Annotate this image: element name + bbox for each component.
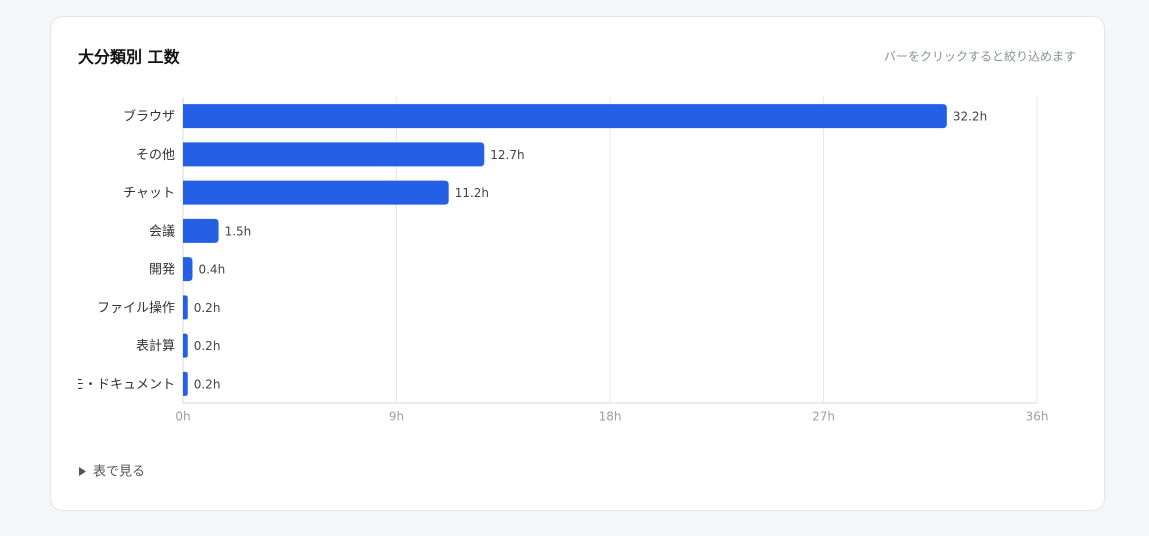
- value-label: 0.2h: [194, 377, 221, 391]
- toggle-icon: [79, 467, 86, 476]
- y-tick-label: チャット: [123, 186, 175, 201]
- y-tick-label: 表計算: [136, 338, 175, 354]
- y-tick-label: ファイル操作: [97, 300, 175, 316]
- value-label: 32.2h: [953, 110, 987, 124]
- bar[interactable]: [183, 142, 485, 167]
- value-label: 1.5h: [225, 224, 252, 238]
- bar[interactable]: [183, 180, 449, 205]
- y-tick-label: ブラウザ: [123, 109, 175, 125]
- bar[interactable]: [183, 218, 219, 243]
- x-tick-label: 18h: [599, 410, 622, 424]
- y-tick-label: その他: [136, 148, 175, 163]
- card: [50, 16, 1105, 511]
- value-label: 0.2h: [194, 301, 221, 315]
- x-tick-label: 0h: [175, 410, 190, 424]
- bar[interactable]: [183, 257, 193, 282]
- y-tick-label: 開発: [149, 263, 175, 278]
- x-tick-label: 9h: [389, 410, 404, 424]
- value-label: 0.2h: [194, 339, 221, 353]
- x-tick-label: 27h: [812, 410, 835, 424]
- toggle-label: 表で見る: [93, 465, 145, 480]
- y-tick-label: 会議: [149, 224, 175, 239]
- table-toggle[interactable]: 表で見る: [79, 465, 145, 480]
- bar[interactable]: [183, 295, 188, 320]
- y-tick-label: メモ・ドキュメント: [58, 377, 175, 392]
- x-tick-label: 36h: [1026, 410, 1049, 424]
- bar[interactable]: [183, 104, 947, 129]
- plot: 0h 9h 18h 27h 36h ブラウザ 32.2h その他 12.7h チャット 11.2h 会…: [58, 97, 1049, 424]
- hint: バーをクリックすると絞り込めます: [884, 49, 1076, 64]
- bar[interactable]: [183, 333, 188, 358]
- value-label: 12.7h: [490, 148, 524, 162]
- chart-title: 大分類別 工数: [78, 48, 181, 67]
- value-label: 11.2h: [455, 186, 489, 200]
- bar[interactable]: [183, 371, 188, 396]
- value-label: 0.4h: [198, 263, 225, 277]
